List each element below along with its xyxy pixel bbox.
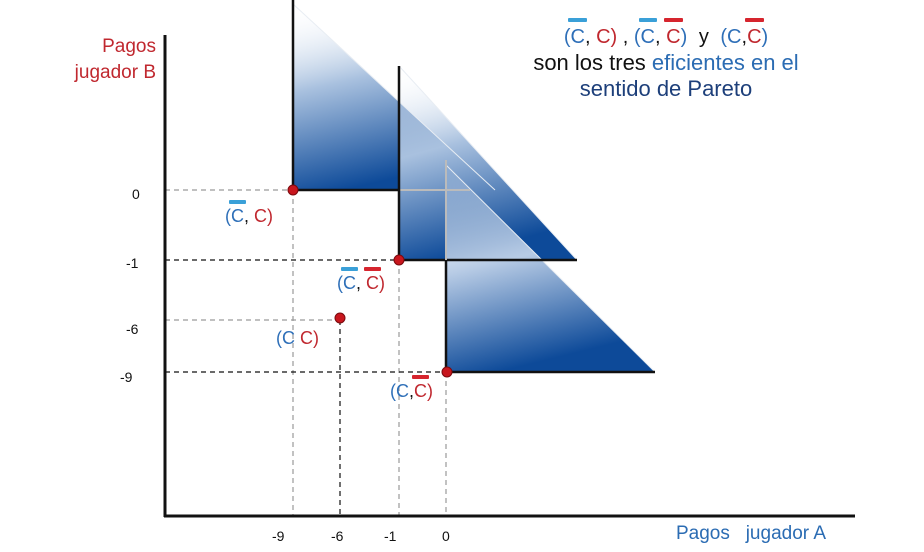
note-strategy-profiles: (C, C) , (C, C) y (C,C)	[563, 18, 769, 48]
note-line-3: sentido de Pareto	[579, 76, 753, 101]
label-point-a: (C, C)	[225, 200, 274, 226]
y-axis-title-line1: Pagos	[102, 36, 156, 57]
note-line-2: son los tres eficientes en el	[533, 50, 799, 75]
x-tick-2: -1	[384, 528, 397, 544]
guide-lines	[165, 189, 447, 515]
point-d	[441, 366, 453, 378]
y-tick-0: 0	[132, 186, 140, 202]
label-point-d: (C,C)	[390, 375, 434, 401]
point-b	[393, 254, 405, 266]
x-tick-1: -6	[331, 528, 344, 544]
y-tick-1: -1	[126, 255, 139, 271]
pareto-note: (C, C) , (C, C) y (C,C) son los tres efi…	[486, 18, 846, 102]
label-point-c: (C C)	[276, 328, 320, 348]
region-edge-2	[398, 65, 578, 261]
x-tick-3: 0	[442, 528, 450, 544]
region-edge-1	[292, 3, 496, 191]
point-c	[334, 312, 346, 324]
x-tick-0: -9	[272, 528, 285, 544]
label-point-b: (C, C)	[337, 267, 386, 293]
y-tick-2: -6	[126, 321, 139, 337]
x-axis-title: Pagos jugador A	[676, 523, 826, 544]
y-tick-3: -9	[120, 369, 133, 385]
y-axis-title: Pagos jugador B	[56, 34, 156, 86]
point-a	[287, 184, 299, 196]
region-edge-3	[445, 164, 656, 373]
y-axis-title-line2: jugador B	[74, 62, 156, 83]
